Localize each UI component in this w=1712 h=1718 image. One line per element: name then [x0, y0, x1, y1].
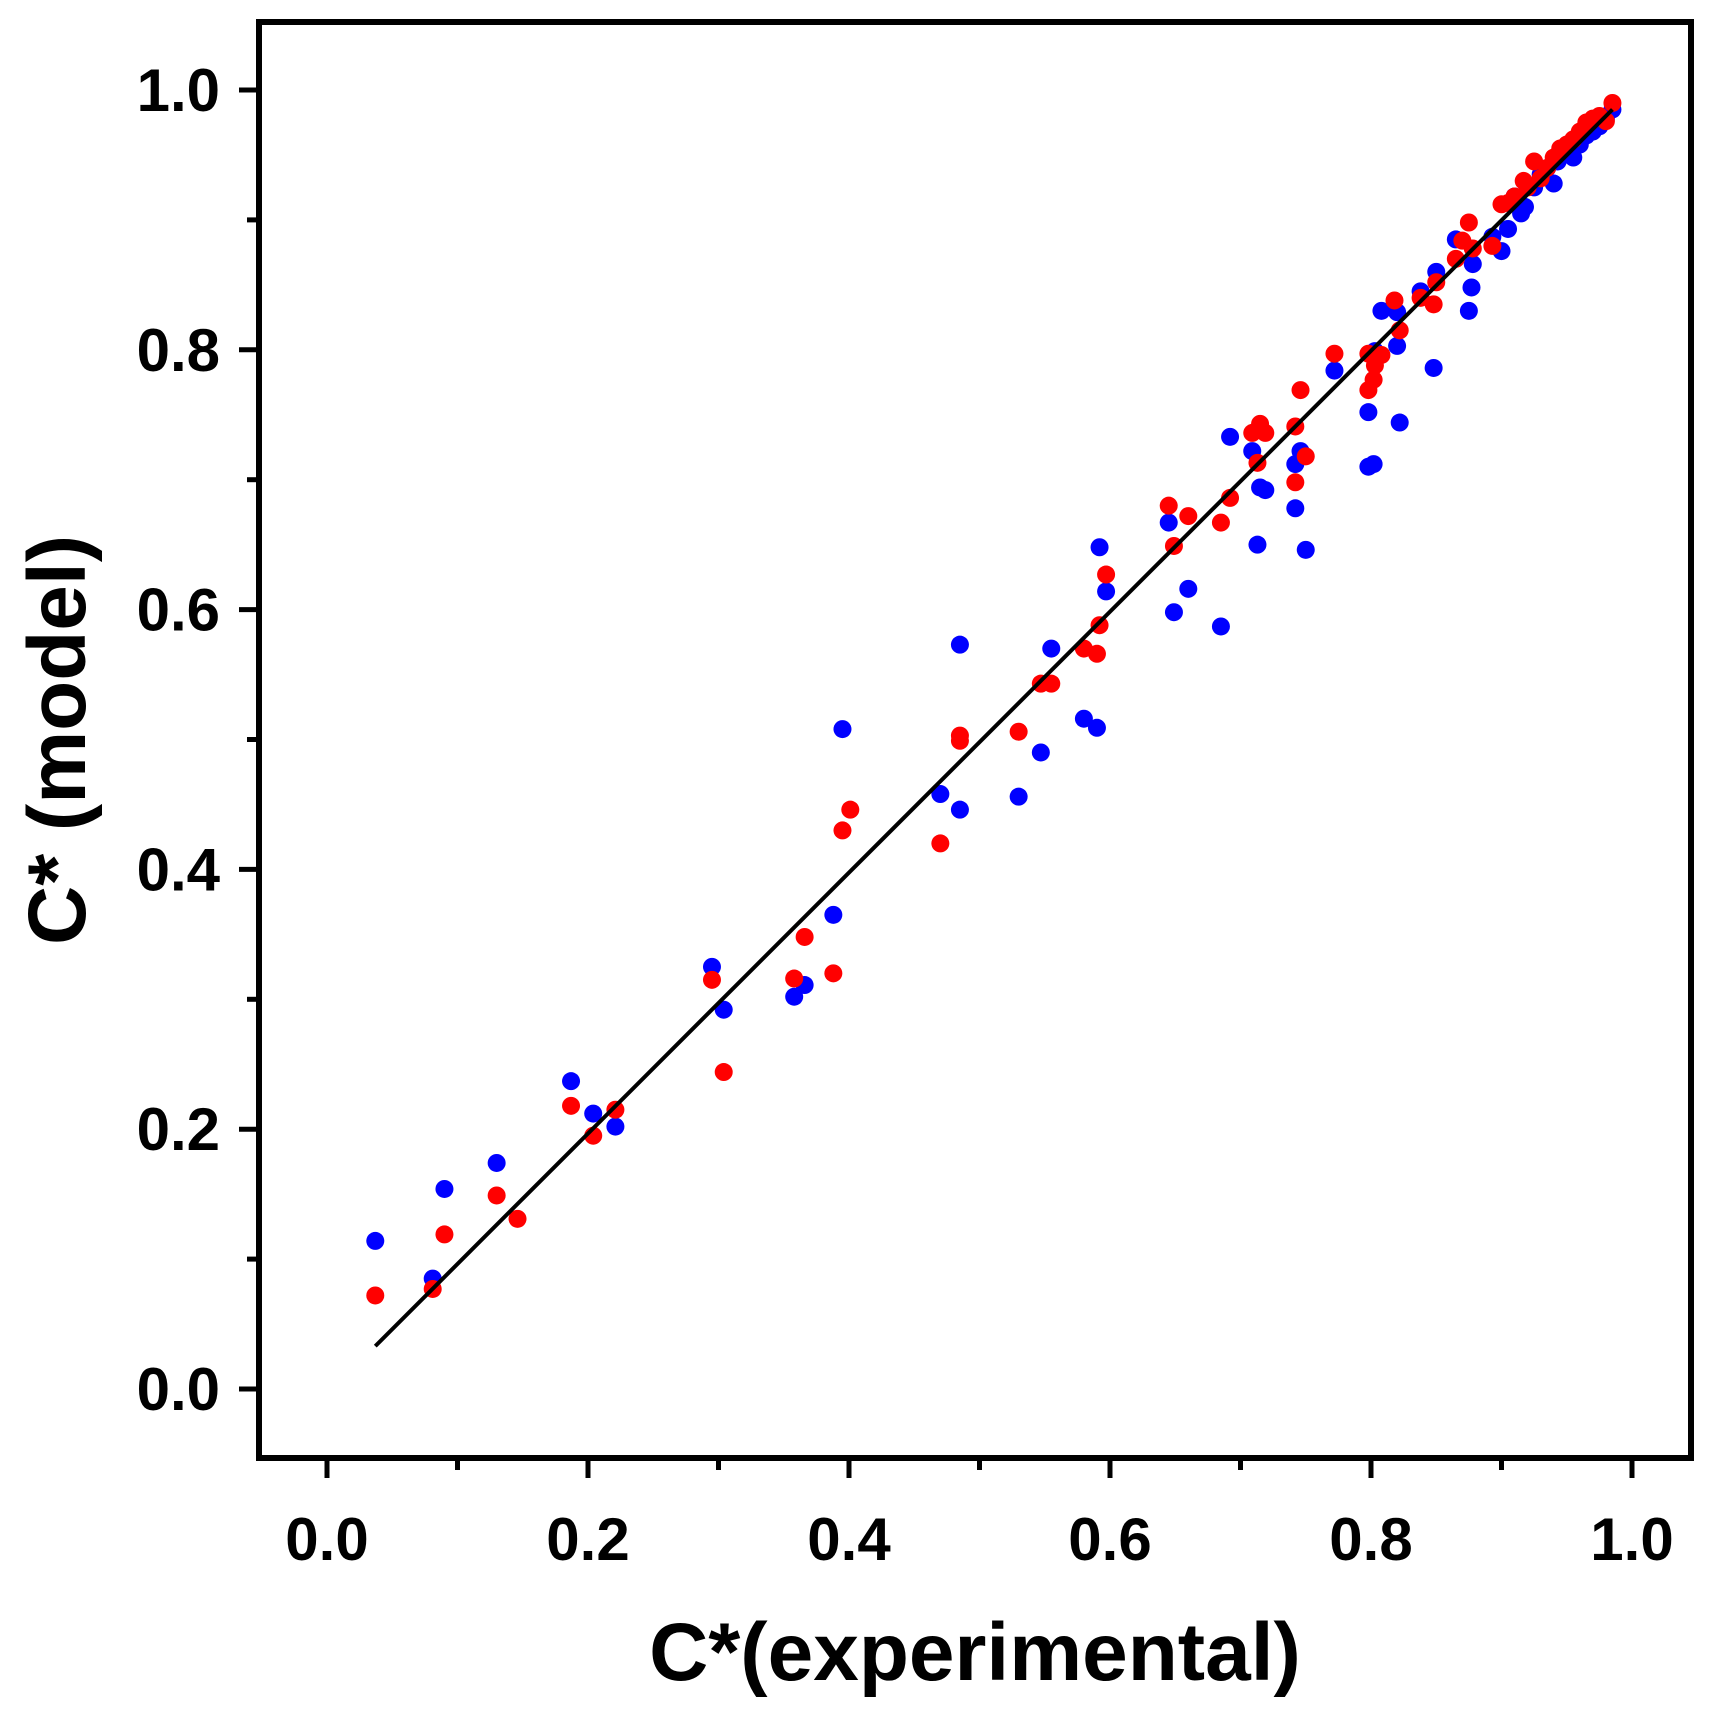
data-point-red: [1042, 674, 1061, 693]
data-point-blue: [1388, 336, 1407, 355]
data-point-red: [1211, 513, 1230, 532]
data-point-blue: [1164, 603, 1183, 622]
data-point-red: [1427, 273, 1446, 292]
data-point-blue: [584, 1104, 603, 1123]
x-tick-label: 1.0: [1590, 1506, 1673, 1573]
y-tick-label: 0.8: [137, 317, 220, 384]
data-point-blue: [1256, 481, 1275, 500]
data-point-blue: [1463, 255, 1482, 274]
data-point-red: [508, 1209, 527, 1228]
y-tick-label: 0.0: [137, 1356, 220, 1423]
data-point-red: [1385, 291, 1404, 310]
data-point-red: [366, 1286, 385, 1305]
data-point-blue: [785, 987, 804, 1006]
y-tick-label: 0.4: [137, 836, 221, 903]
data-point-blue: [1179, 579, 1198, 598]
data-point-red: [1325, 344, 1344, 363]
data-point-blue: [702, 957, 721, 976]
data-point-red: [435, 1225, 454, 1244]
data-point-blue: [1087, 718, 1106, 737]
data-point-blue: [1221, 427, 1240, 446]
y-tick-label: 1.0: [137, 57, 220, 124]
data-point-red: [487, 1186, 506, 1205]
x-tick-labels: 0.0 0.2 0.4 0.6 0.8 1.0: [285, 1506, 1673, 1573]
data-point-blue: [1097, 582, 1116, 601]
data-point-blue: [1159, 513, 1178, 532]
x-tick-label: 0.4: [807, 1506, 891, 1573]
y-axis-title: C* (model): [12, 535, 103, 945]
data-point-red: [1286, 473, 1305, 492]
data-point-blue: [950, 635, 969, 654]
x-tick-label: 0.2: [546, 1506, 629, 1573]
data-point-red: [833, 821, 852, 840]
data-point-red: [714, 1063, 733, 1082]
data-point-blue: [435, 1179, 454, 1198]
data-point-blue: [950, 800, 969, 819]
data-point-blue: [1459, 301, 1478, 320]
x-tick-label: 0.8: [1329, 1506, 1412, 1573]
fit-line: [373, 108, 1614, 1348]
data-point-red: [824, 964, 843, 983]
data-point-blue: [931, 785, 950, 804]
data-point-blue: [1372, 301, 1391, 320]
y-tick-label: 0.6: [137, 577, 220, 644]
data-point-red: [1291, 381, 1310, 400]
data-point-red: [1596, 112, 1615, 131]
plot-frame: [256, 19, 1694, 1461]
data-point-red: [931, 834, 950, 853]
data-point-blue: [1074, 709, 1093, 728]
data-point-red: [950, 726, 969, 745]
data-point-red: [1372, 345, 1391, 364]
data-point-blue: [1286, 499, 1305, 518]
x-axis-title: C*(experimental): [649, 1607, 1301, 1698]
data-point-blue: [1211, 617, 1230, 636]
data-point-blue: [1364, 455, 1383, 474]
data-point-blue: [1090, 538, 1109, 557]
data-point-red: [1603, 93, 1622, 112]
data-point-red: [1090, 616, 1109, 635]
data-point-blue: [714, 1000, 733, 1019]
y-tick-labels: 0.0 0.2 0.4 0.6 0.8 1.0: [137, 57, 221, 1423]
data-point-red: [795, 927, 814, 946]
y-tick-label: 0.2: [137, 1096, 220, 1163]
data-point-blue: [1009, 787, 1028, 806]
data-point-blue: [366, 1231, 385, 1250]
data-point-blue: [1499, 219, 1518, 238]
data-point-blue: [562, 1072, 581, 1091]
data-point-blue: [1248, 535, 1267, 554]
x-tick-label: 0.6: [1068, 1506, 1151, 1573]
data-point-red: [702, 970, 721, 989]
data-point-red: [1459, 213, 1478, 232]
axis-ticks: [239, 87, 1635, 1478]
data-point-blue: [1424, 358, 1443, 377]
data-point-red: [1097, 565, 1116, 584]
data-point-red: [841, 800, 860, 819]
data-point-blue: [1042, 639, 1061, 658]
data-point-blue: [1296, 540, 1315, 559]
data-point-red: [1159, 496, 1178, 515]
data-point-red: [785, 969, 804, 988]
data-point-red: [1179, 507, 1198, 526]
data-point-red: [1364, 370, 1383, 389]
data-point-red: [1424, 295, 1443, 314]
data-point-blue: [824, 905, 843, 924]
data-point-blue: [833, 720, 852, 739]
data-point-red: [562, 1096, 581, 1115]
data-point-blue: [1325, 361, 1344, 380]
x-tick-label: 0.0: [285, 1506, 368, 1573]
data-point-red: [1009, 722, 1028, 741]
data-point-red: [1483, 236, 1502, 255]
data-point-red: [1256, 423, 1275, 442]
data-point-blue: [1462, 278, 1481, 297]
data-point-blue: [1031, 743, 1050, 762]
data-point-blue: [1359, 403, 1378, 422]
data-point-red: [1296, 447, 1315, 466]
data-point-blue: [487, 1153, 506, 1172]
data-point-blue: [1390, 413, 1409, 432]
data-point-red: [1087, 644, 1106, 663]
data-point-red: [606, 1100, 625, 1119]
data-point-blue: [606, 1117, 625, 1136]
